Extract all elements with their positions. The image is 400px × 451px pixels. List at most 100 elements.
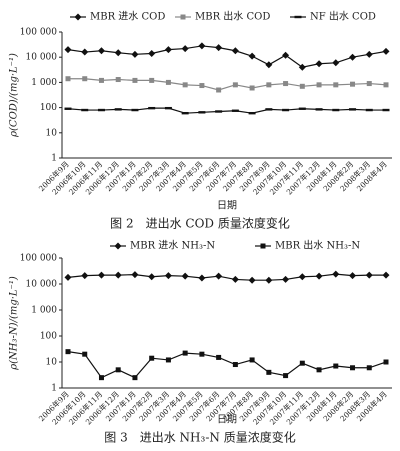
marker <box>299 360 305 366</box>
marker <box>332 108 340 112</box>
marker <box>215 272 223 280</box>
legend-label: MBR 出水 COD <box>195 10 270 23</box>
marker <box>282 108 290 112</box>
marker <box>382 108 390 112</box>
marker <box>332 270 340 278</box>
marker <box>165 79 171 85</box>
series-line <box>67 351 387 379</box>
marker <box>316 82 322 88</box>
marker <box>81 108 89 112</box>
marker <box>265 61 273 69</box>
marker <box>131 271 139 279</box>
marker <box>249 85 255 91</box>
series-line <box>68 78 387 91</box>
marker <box>64 46 72 54</box>
marker <box>283 373 289 379</box>
marker <box>182 82 188 88</box>
marker <box>365 50 373 58</box>
marker <box>249 357 255 363</box>
marker <box>350 81 356 87</box>
marker <box>266 82 272 88</box>
marker <box>149 77 155 83</box>
marker <box>182 350 188 356</box>
marker <box>260 243 266 249</box>
marker <box>231 47 239 55</box>
marker <box>97 47 105 55</box>
marker <box>149 355 155 361</box>
marker <box>98 77 104 83</box>
marker <box>181 111 189 115</box>
marker <box>365 271 373 279</box>
marker <box>114 242 122 250</box>
y-tick-label: 10 000 <box>26 280 58 290</box>
marker <box>382 271 390 279</box>
marker <box>265 108 273 111</box>
marker <box>232 362 238 368</box>
caption: 图 3 进出水 NH₃-N 质量浓度变化 <box>104 430 295 445</box>
marker <box>366 81 372 87</box>
marker <box>349 53 357 61</box>
marker <box>333 82 339 88</box>
marker <box>181 45 189 53</box>
marker <box>365 108 373 112</box>
marker <box>216 354 222 360</box>
marker <box>97 271 105 279</box>
marker <box>216 87 222 93</box>
x-axis-label: 日期 <box>217 414 237 426</box>
y-tick-label: 100 000 <box>20 28 57 38</box>
marker <box>299 83 305 89</box>
marker <box>248 52 256 60</box>
y-tick-label: 1 <box>51 384 57 394</box>
marker <box>132 375 138 381</box>
marker <box>181 272 189 280</box>
marker <box>350 365 356 371</box>
marker <box>349 272 357 280</box>
marker <box>282 275 290 283</box>
marker <box>215 110 223 113</box>
marker <box>248 111 256 115</box>
y-axis-label: ρ(COD)/(mg·L⁻¹) <box>9 53 20 138</box>
legend-label: MBR 进水 COD <box>90 11 165 23</box>
marker <box>298 63 306 71</box>
marker <box>82 76 88 82</box>
legend-label: NF 出水 COD <box>310 10 376 23</box>
caption: 图 2 进出水 COD 质量浓度变化 <box>110 216 290 231</box>
marker <box>81 48 89 56</box>
marker <box>65 76 71 82</box>
marker <box>114 108 122 111</box>
marker <box>180 14 186 20</box>
y-tick-label: 100 000 <box>20 254 57 264</box>
marker <box>298 273 306 281</box>
y-axis-label: ρ(NH₃-N)/(mg·L⁻¹) <box>9 276 20 371</box>
marker <box>316 367 322 373</box>
x-axis-label: 日期 <box>217 200 237 212</box>
y-tick-label: 100 <box>40 103 57 113</box>
y-tick-label: 1 000 <box>31 306 57 316</box>
marker <box>148 50 156 58</box>
marker <box>131 50 139 58</box>
marker <box>97 108 105 112</box>
marker <box>266 369 272 375</box>
marker <box>98 375 104 381</box>
marker <box>114 271 122 279</box>
marker <box>164 272 172 280</box>
marker <box>265 276 273 284</box>
marker <box>199 351 205 357</box>
marker <box>383 359 389 365</box>
legend-label: MBR 出水 NH₃-N <box>275 239 360 252</box>
marker <box>198 111 206 114</box>
marker <box>231 109 239 112</box>
marker <box>333 363 339 369</box>
marker <box>349 108 357 111</box>
marker <box>165 357 171 363</box>
marker <box>315 272 323 280</box>
marker <box>383 82 389 88</box>
y-tick-label: 1 <box>51 154 57 164</box>
marker <box>248 276 256 284</box>
marker <box>115 367 121 373</box>
marker <box>282 51 290 59</box>
marker <box>298 107 306 110</box>
marker <box>64 273 72 281</box>
marker <box>315 108 323 111</box>
